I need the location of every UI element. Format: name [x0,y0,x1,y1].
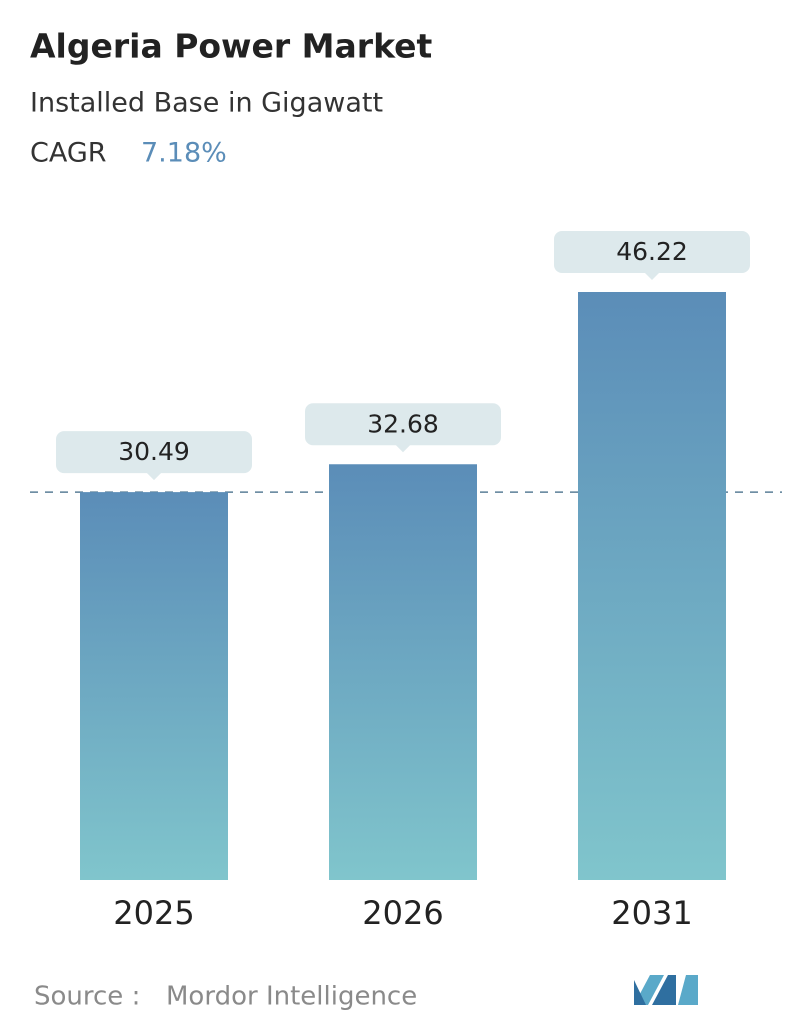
source-label: Source : [34,982,140,1012]
value-label-pointer [395,444,411,453]
chart-subtitle: Installed Base in Gigawatt [30,88,383,119]
value-label: 46.22 [616,237,688,266]
value-label-pointer [146,472,162,481]
value-label: 32.68 [367,409,439,438]
value-label-box [305,403,501,446]
bar [578,292,726,880]
source: Mordor Intelligence [166,982,417,1012]
chart-title: Algeria Power Market [30,27,433,66]
x-tick-label: 2026 [362,894,443,932]
value-label: 30.49 [118,437,190,466]
cagr-label: CAGR [30,138,107,169]
bar [80,492,228,880]
logo [634,975,698,1005]
x-tick-label: 2031 [611,894,692,932]
plot: 30.49 2025 32.68 2026 46.22 2031 [30,231,782,932]
value-label-box [56,431,252,474]
value-label-box [554,231,750,273]
value-label-pointer [644,272,660,280]
x-tick-label: 2025 [113,894,194,932]
bar [329,464,477,880]
cagr-value: 7.18% [141,138,227,169]
